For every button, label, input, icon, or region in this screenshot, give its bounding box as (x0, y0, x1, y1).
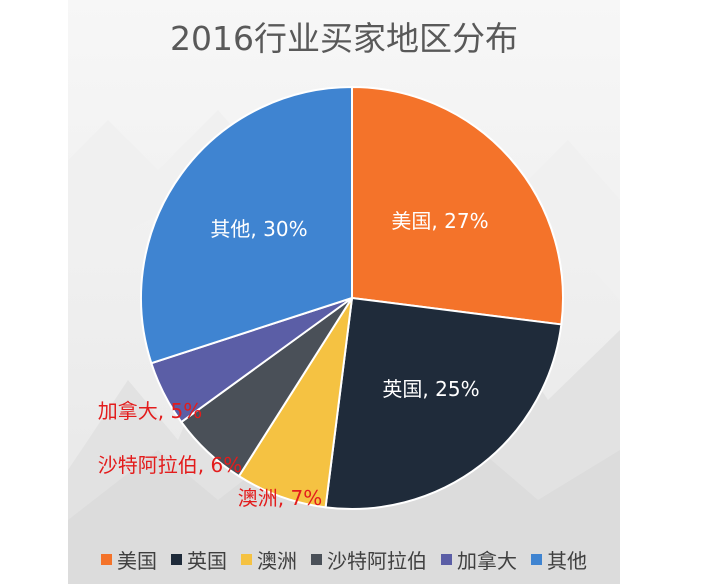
pie-slice-1 (324, 296, 563, 510)
legend-label: 英国 (187, 549, 227, 573)
legend-label: 美国 (117, 549, 157, 573)
legend-item-3: 沙特阿拉伯 (311, 545, 427, 574)
slice-label-0: 美国, 27% (391, 209, 488, 233)
legend-label: 其他 (547, 549, 587, 573)
slice-label-2: 澳洲, 7% (238, 486, 322, 510)
slice-label-5: 其他, 30% (210, 217, 307, 241)
pie-slice-5 (140, 85, 353, 365)
legend-label: 澳洲 (257, 549, 297, 573)
legend-swatch (311, 554, 322, 565)
legend-item-5: 其他 (531, 545, 587, 574)
slice-label-1: 英国, 25% (382, 377, 479, 401)
legend-label: 沙特阿拉伯 (327, 549, 427, 573)
legend-item-4: 加拿大 (441, 545, 517, 574)
pie-slice-0 (351, 85, 564, 326)
chart-title: 2016行业买家地区分布 (170, 19, 518, 58)
slice-label-4: 加拿大, 5% (98, 399, 202, 423)
legend-swatch (101, 554, 112, 565)
slice-label-3: 沙特阿拉伯, 6% (98, 453, 242, 477)
legend-item-2: 澳洲 (241, 545, 297, 574)
legend-item-1: 英国 (171, 545, 227, 574)
legend-item-0: 美国 (101, 545, 157, 574)
legend-swatch (241, 554, 252, 565)
chart-frame: 2016行业买家地区分布 美国, 27% 英国, 25% 澳洲, 7% 沙特阿拉伯, … (68, 0, 620, 584)
legend-swatch (441, 554, 452, 565)
legend-swatch (171, 554, 182, 565)
legend-swatch (531, 554, 542, 565)
pie-chart: 美国, 27% 英国, 25% 澳洲, 7% 沙特阿拉伯, 6% 加拿大, 5% 其他, … (98, 85, 564, 510)
chart-legend: 美国 英国 澳洲 沙特阿拉伯 加拿大 其他 (68, 545, 620, 574)
legend-label: 加拿大 (457, 549, 517, 573)
